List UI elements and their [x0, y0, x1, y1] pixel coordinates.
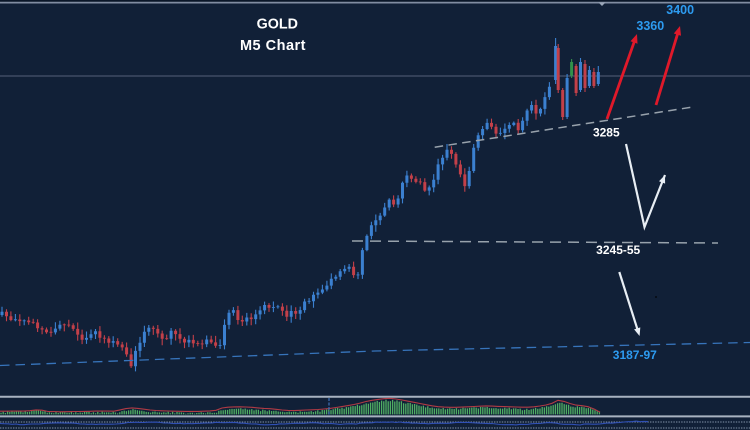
svg-text:3360: 3360	[636, 19, 664, 33]
svg-text:GOLD: GOLD	[257, 17, 298, 33]
svg-text:M5 Chart: M5 Chart	[240, 38, 306, 54]
svg-text:3187-97: 3187-97	[613, 348, 657, 362]
svg-text:3245-55: 3245-55	[596, 243, 640, 257]
svg-text:3400: 3400	[666, 3, 694, 17]
svg-text:3285: 3285	[593, 126, 620, 140]
